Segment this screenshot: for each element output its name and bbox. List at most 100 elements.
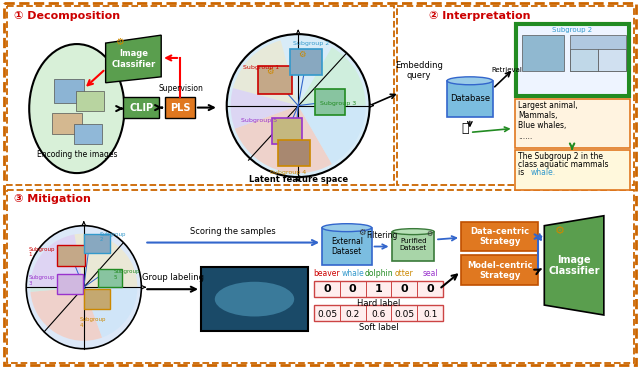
Text: seal: seal	[422, 269, 438, 278]
Text: Embedding
query: Embedding query	[396, 61, 443, 80]
Wedge shape	[233, 40, 298, 106]
Text: 1: 1	[374, 284, 383, 294]
Text: Image
Classifier: Image Classifier	[111, 49, 156, 69]
Text: Largest animal,
Mammals,
Blue whales,
......: Largest animal, Mammals, Blue whales, ..…	[518, 100, 579, 141]
Text: beaver: beaver	[314, 269, 340, 278]
Text: ② Interpretation: ② Interpretation	[429, 11, 531, 21]
Text: ① Decomposition: ① Decomposition	[14, 11, 120, 21]
Text: Subgroup 1: Subgroup 1	[243, 65, 278, 70]
Text: Subgroup 2: Subgroup 2	[552, 27, 592, 33]
Bar	[57, 274, 83, 294]
Wedge shape	[235, 106, 332, 173]
Text: The Subgroup 2 in the: The Subgroup 2 in the	[518, 152, 604, 161]
Text: 0.6: 0.6	[371, 309, 386, 319]
Text: Soft label: Soft label	[359, 323, 398, 332]
Text: Subgroup 2: Subgroup 2	[293, 41, 330, 46]
Wedge shape	[84, 287, 138, 337]
Ellipse shape	[26, 226, 141, 349]
Bar	[397, 6, 634, 185]
Bar	[84, 234, 109, 254]
Bar	[52, 113, 82, 134]
Text: ⚙: ⚙	[555, 226, 565, 236]
Text: Model-centric
Strategy: Model-centric Strategy	[467, 261, 532, 280]
Text: whale.: whale.	[531, 168, 556, 177]
Text: Subgroup
2: Subgroup 2	[100, 231, 126, 243]
Bar	[516, 25, 628, 95]
Text: ⚙: ⚙	[115, 37, 124, 47]
Text: Supervision: Supervision	[159, 84, 204, 93]
Text: 0: 0	[349, 284, 356, 294]
Text: CLIP: CLIP	[129, 103, 154, 113]
Bar	[76, 91, 104, 110]
Text: ⚙: ⚙	[267, 67, 274, 76]
Ellipse shape	[447, 77, 493, 85]
Bar	[54, 79, 84, 103]
Bar	[124, 97, 159, 118]
Bar	[461, 255, 538, 285]
Text: Purified
Dataset: Purified Dataset	[400, 238, 427, 251]
Wedge shape	[230, 88, 298, 129]
Bar	[447, 81, 493, 117]
Text: Hard label: Hard label	[357, 299, 400, 308]
Text: ⚙: ⚙	[298, 50, 306, 59]
Text: 0: 0	[426, 284, 434, 294]
Bar	[515, 23, 630, 97]
Text: Subgroup 3: Subgroup 3	[320, 100, 356, 106]
Bar	[322, 228, 372, 265]
Bar	[165, 97, 195, 118]
Text: Data-centric
Strategy: Data-centric Strategy	[470, 227, 529, 246]
Text: Scoring the samples: Scoring the samples	[190, 227, 276, 236]
Text: class aquatic mammals: class aquatic mammals	[518, 160, 609, 169]
Text: Subgroup
4: Subgroup 4	[80, 317, 106, 328]
Bar	[515, 99, 630, 148]
Bar	[259, 66, 292, 94]
Text: dolphin: dolphin	[364, 269, 393, 278]
Bar	[515, 23, 630, 97]
Bar	[273, 118, 302, 144]
Bar	[314, 281, 443, 297]
Bar	[314, 305, 443, 321]
Bar	[278, 140, 310, 166]
Bar	[570, 49, 598, 71]
Text: ⚙: ⚙	[426, 231, 432, 237]
Text: External
Dataset: External Dataset	[331, 237, 363, 256]
Bar	[98, 269, 122, 287]
Text: 0: 0	[323, 284, 331, 294]
Text: Filtering: Filtering	[366, 231, 397, 240]
Wedge shape	[31, 287, 102, 341]
Text: Image
Classifier: Image Classifier	[548, 255, 600, 276]
Bar	[84, 289, 109, 309]
Text: 0.1: 0.1	[423, 309, 437, 319]
Text: ⚙: ⚙	[358, 228, 365, 237]
Text: Database: Database	[450, 94, 490, 103]
Bar	[290, 49, 322, 75]
Wedge shape	[30, 234, 84, 287]
Text: Subgroup
5: Subgroup 5	[113, 269, 140, 280]
Bar	[392, 231, 434, 261]
Bar	[57, 245, 84, 266]
Text: is: is	[518, 168, 527, 177]
Text: Group labeling: Group labeling	[142, 273, 204, 282]
Text: Subgroup
3: Subgroup 3	[28, 275, 54, 286]
Bar	[201, 268, 308, 331]
Wedge shape	[74, 234, 138, 287]
Bar	[8, 190, 634, 362]
Polygon shape	[544, 216, 604, 315]
Text: Latent feature space: Latent feature space	[248, 175, 348, 184]
Bar	[461, 222, 538, 251]
Ellipse shape	[392, 229, 434, 235]
Text: Subgroup 4: Subgroup 4	[270, 170, 307, 175]
Wedge shape	[298, 106, 365, 164]
Text: 0: 0	[401, 284, 408, 294]
Text: 0.2: 0.2	[346, 309, 360, 319]
Wedge shape	[30, 287, 84, 292]
Text: Encoding the images: Encoding the images	[36, 150, 117, 159]
Ellipse shape	[322, 224, 372, 231]
Wedge shape	[298, 47, 365, 106]
Bar	[74, 124, 102, 144]
Polygon shape	[106, 35, 161, 83]
Text: ③ Mitigation: ③ Mitigation	[14, 194, 91, 204]
Text: Retrieval: Retrieval	[491, 67, 522, 73]
Text: Subgroup
1: Subgroup 1	[28, 247, 54, 257]
Text: 0.05: 0.05	[317, 309, 337, 319]
